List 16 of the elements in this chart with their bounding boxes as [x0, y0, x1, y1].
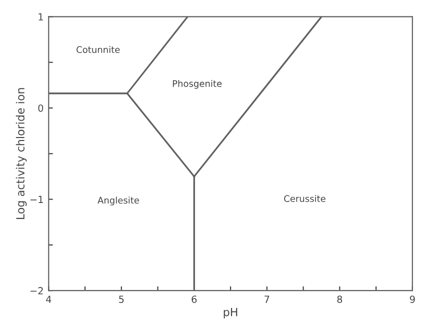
y-tick-label: −2: [30, 287, 43, 294]
y-tick-label: −1: [30, 196, 43, 203]
x-tick-label: 4: [46, 296, 52, 303]
x-axis-title: pH: [224, 308, 238, 318]
x-tick-label: 8: [337, 296, 342, 303]
x-tick-label: 7: [264, 296, 270, 303]
annotation: Cerussite: [284, 195, 326, 202]
y-axis-title: Log activity chloride ion: [16, 88, 27, 220]
annotation: Cotunnite: [76, 46, 120, 54]
annotation: Phosgenite: [172, 80, 222, 89]
y-tick-label: 1: [38, 13, 43, 20]
y-tick-label: 0: [38, 104, 44, 112]
annotation: Anglesite: [98, 196, 140, 206]
x-tick-label: 6: [192, 296, 197, 303]
x-tick-label: 9: [410, 296, 415, 303]
x-tick-label: 5: [119, 296, 124, 303]
